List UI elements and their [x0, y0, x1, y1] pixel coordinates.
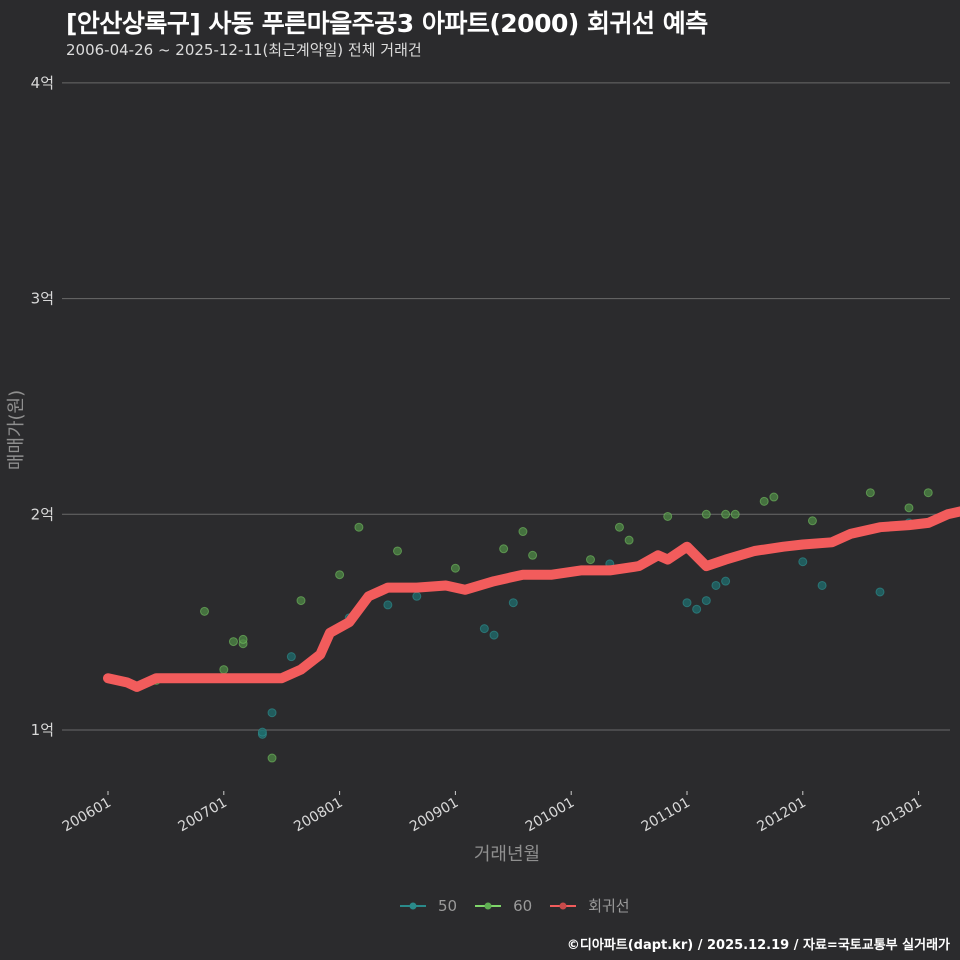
data-point-50	[692, 604, 702, 614]
legend-label-50: 50	[438, 896, 458, 915]
data-point-60	[528, 550, 538, 560]
data-point-50	[711, 580, 721, 590]
data-point-60	[499, 544, 509, 554]
x-tick-label: 200901	[407, 795, 461, 836]
y-tick-label: 2억	[31, 505, 54, 523]
source-credit: ©디아파트(dapt.kr) / 2025.12.19 / 자료=국토교통부 실…	[566, 938, 950, 953]
data-point-60	[450, 563, 460, 573]
data-point-60	[219, 665, 229, 675]
y-axis-title: 매매가(원)	[6, 390, 27, 470]
data-point-50	[817, 580, 827, 590]
data-point-60	[518, 527, 528, 537]
data-point-50	[479, 624, 489, 634]
data-point-60	[759, 496, 769, 506]
x-tick-label: 201301	[870, 795, 924, 836]
legend-label-regression: 회귀선	[588, 897, 630, 915]
data-point-60	[335, 570, 345, 580]
data-point-60	[865, 488, 875, 498]
x-tick-label: 201001	[523, 795, 577, 836]
y-axis: 1억 2억 3억 4억	[31, 74, 54, 739]
data-point-60	[267, 753, 277, 763]
data-point-60	[238, 634, 248, 644]
legend-item-50[interactable]: 50	[400, 897, 457, 915]
data-point-50	[508, 598, 518, 608]
data-point-50	[721, 576, 731, 586]
chart-title: [안산상록구] 사동 푸른마을주공3 아파트(2000) 회귀선 예측	[66, 9, 708, 38]
data-point-50	[383, 600, 393, 610]
data-point-60	[904, 503, 914, 513]
data-point-60	[663, 511, 673, 521]
x-axis: 200601 200701 200801 200901 201001 201101 2012…	[60, 791, 925, 836]
data-point-50	[682, 598, 692, 608]
legend-line-50-icon	[400, 902, 426, 909]
data-point-60	[228, 637, 238, 647]
legend-label-60: 60	[513, 896, 533, 915]
data-point-50	[701, 596, 711, 606]
x-tick-label: 201101	[639, 795, 693, 836]
data-point-50	[489, 630, 499, 640]
data-point-60	[624, 535, 634, 545]
data-point-60	[296, 596, 306, 606]
x-tick-label: 200601	[60, 795, 114, 836]
regression-polyline	[103, 506, 960, 692]
data-point-60	[730, 509, 740, 519]
data-point-60	[701, 509, 711, 519]
y-tick-label: 4억	[31, 74, 54, 92]
data-point-60	[807, 516, 817, 526]
chart-subtitle: 2006-04-26 ~ 2025-12-11(최근계약일) 전체 거래건	[66, 41, 422, 59]
data-point-60	[586, 555, 595, 565]
x-tick-label: 200701	[176, 795, 230, 836]
data-point-60	[354, 522, 364, 532]
y-tick-label: 3억	[31, 290, 54, 308]
data-point-60	[769, 492, 779, 502]
data-point-50	[286, 652, 296, 662]
regression-line	[103, 506, 960, 692]
x-tick-label: 200801	[291, 795, 345, 836]
data-point-50	[267, 708, 277, 718]
data-point-50	[412, 591, 422, 601]
series-50-points	[257, 518, 914, 739]
legend-item-60[interactable]: 60	[475, 897, 532, 915]
x-axis-title: 거래년월	[474, 844, 540, 865]
data-point-50	[798, 557, 808, 567]
data-point-50	[875, 587, 885, 597]
data-point-60	[200, 606, 209, 616]
data-point-60	[721, 509, 731, 519]
data-point-50	[257, 727, 267, 737]
x-tick-label: 201201	[755, 795, 809, 836]
data-point-60	[393, 546, 402, 556]
legend-line-regression-icon	[550, 902, 577, 909]
gridlines	[62, 82, 950, 731]
series-60-points	[151, 488, 933, 763]
legend: 50 60 회귀선	[400, 895, 638, 916]
y-tick-label: 1억	[31, 721, 54, 739]
data-point-60	[923, 488, 933, 498]
legend-line-60-icon	[475, 902, 502, 909]
legend-item-regression[interactable]: 회귀선	[550, 895, 630, 916]
data-point-60	[614, 522, 624, 532]
